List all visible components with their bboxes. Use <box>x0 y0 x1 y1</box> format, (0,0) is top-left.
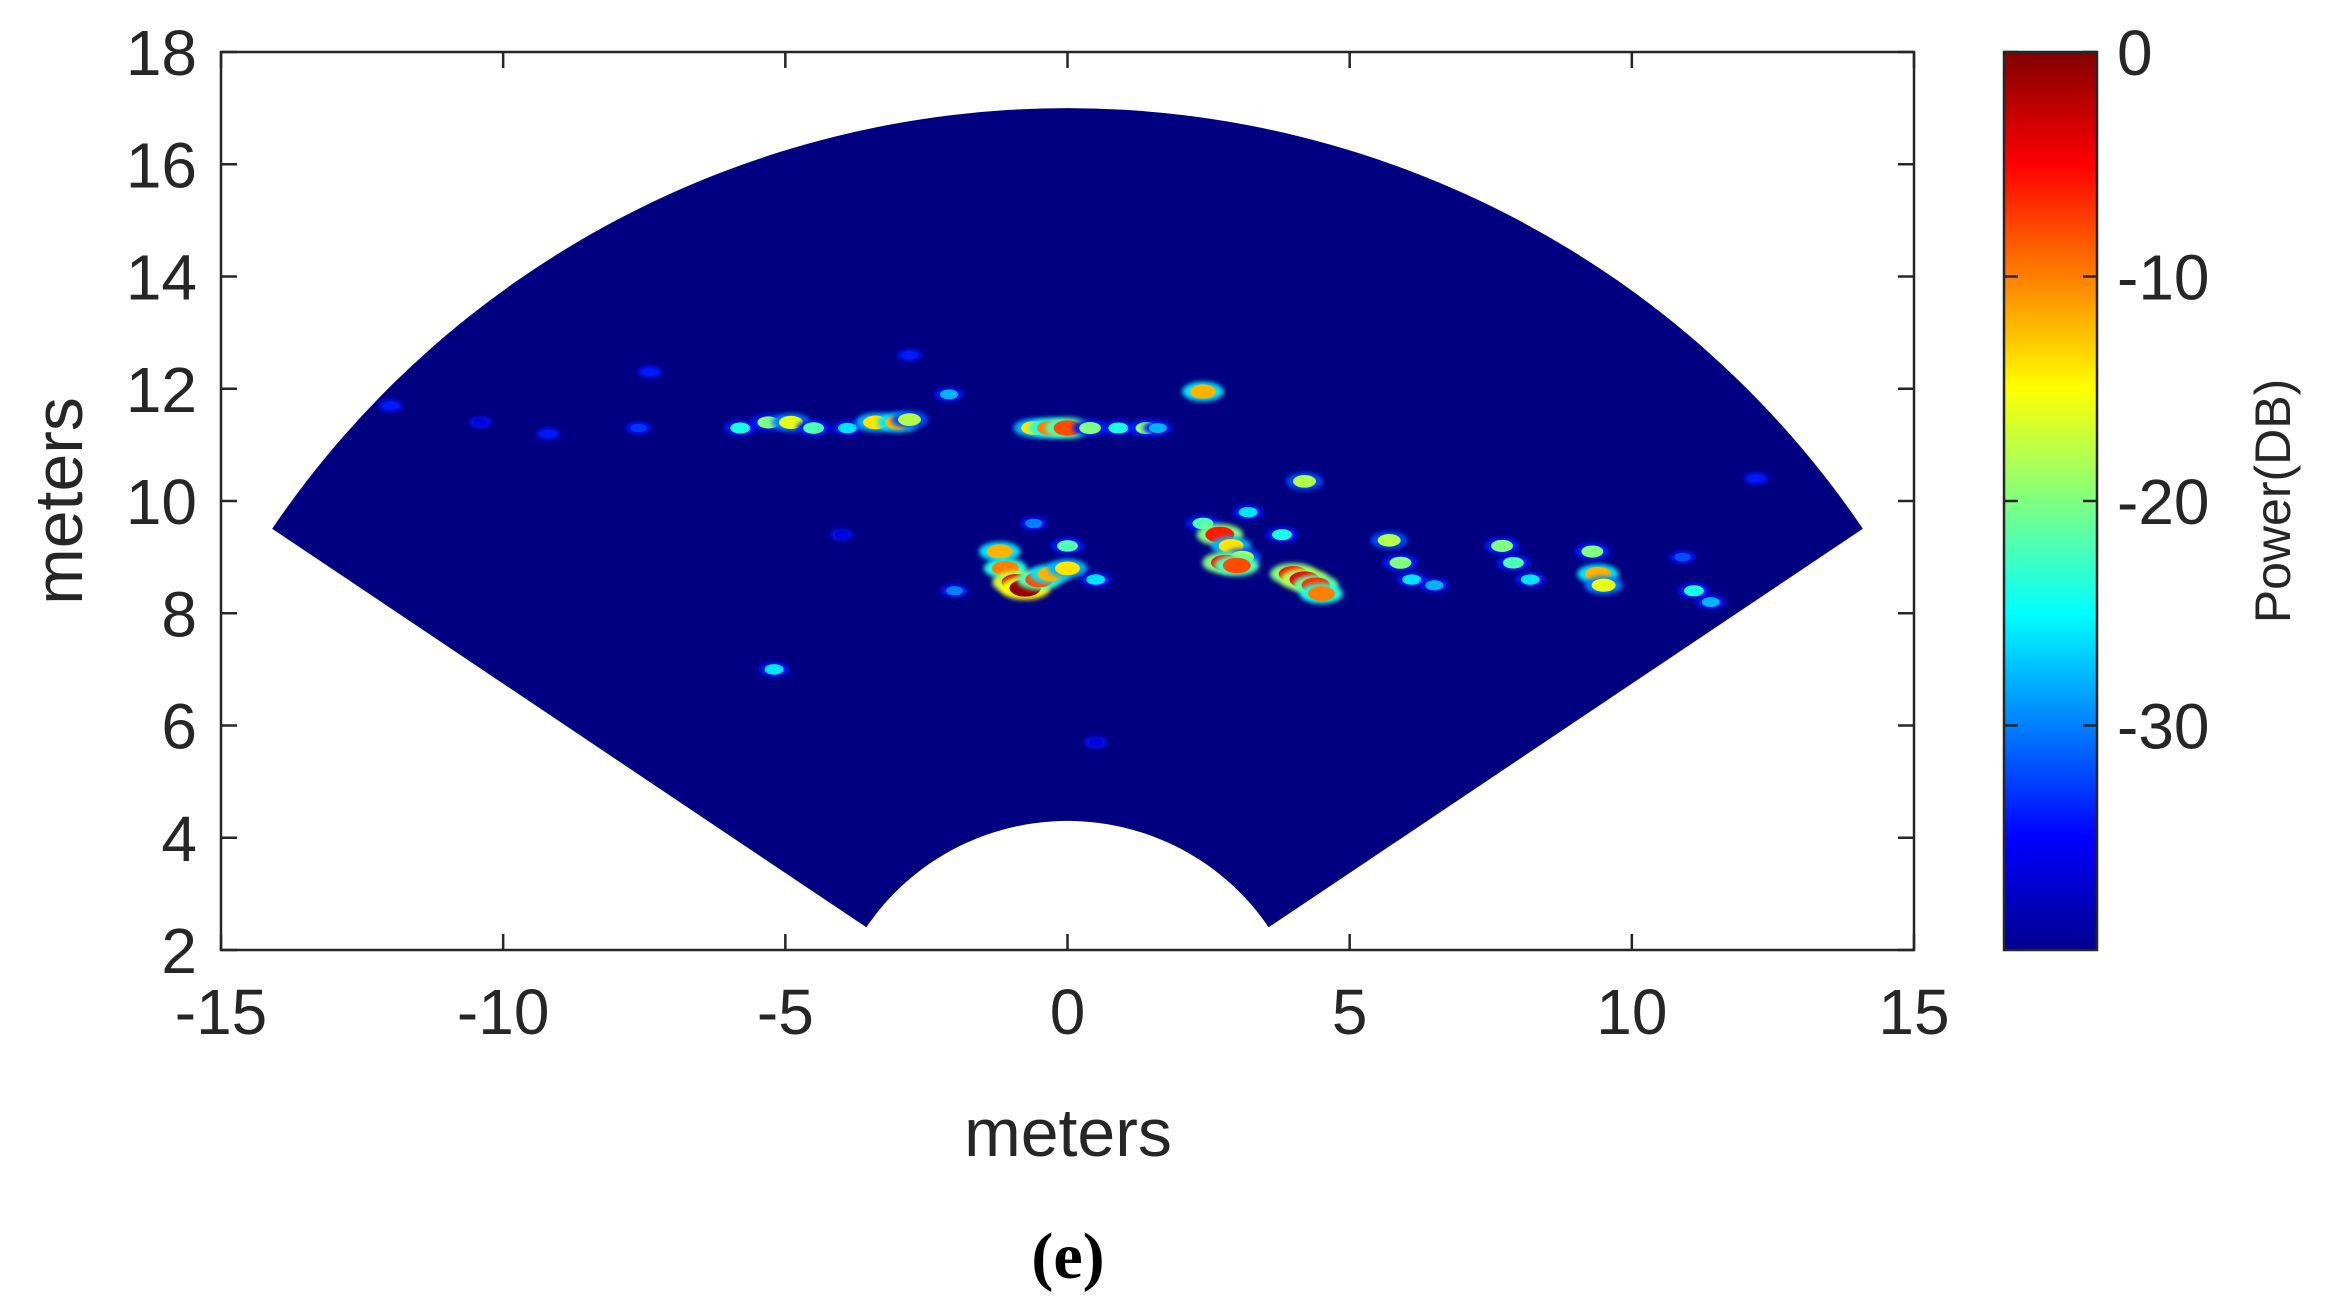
y-tick-label: 2 <box>161 915 197 987</box>
hotspot <box>1238 506 1258 518</box>
x-tick-label: 15 <box>1878 976 1949 1048</box>
y-tick-label: 16 <box>126 129 197 201</box>
x-tick-label: -10 <box>457 976 550 1048</box>
hotspot <box>1674 552 1691 562</box>
hotspot <box>946 586 964 596</box>
hotspot <box>730 422 751 434</box>
hotspot <box>1025 518 1043 529</box>
hotspot <box>473 418 488 427</box>
hotspot <box>1086 574 1106 585</box>
hotspot <box>1591 578 1616 592</box>
hotspot <box>834 530 849 539</box>
hotspot <box>1148 423 1167 433</box>
hotspot <box>1057 540 1078 552</box>
hotspot <box>764 664 784 675</box>
colorbar-label: Power(DB) <box>2245 379 2301 623</box>
hotspot <box>1271 529 1292 541</box>
figure-caption: (e) <box>1031 1220 1104 1293</box>
hotspot <box>1088 738 1103 747</box>
plot-area <box>219 50 1916 952</box>
hotspot-layer <box>378 349 1768 748</box>
hotspot <box>837 422 857 434</box>
x-tick-label: 0 <box>1050 976 1086 1048</box>
x-tick-label: 10 <box>1596 976 1667 1048</box>
colorbar: 0 -10 -20 -30 <box>2002 17 2210 952</box>
hotspot <box>1425 580 1444 591</box>
hotspot <box>1701 597 1720 607</box>
hotspot <box>1491 539 1514 552</box>
colorbar-tick-label: -20 <box>2117 466 2210 538</box>
hotspot <box>1055 561 1080 576</box>
hotspot <box>1222 557 1251 574</box>
hotspot <box>1683 585 1704 597</box>
colorbar-tick-label: -10 <box>2117 242 2210 314</box>
y-axis: 2 4 6 8 10 12 14 16 18 <box>126 17 1914 987</box>
hotspot <box>1389 556 1412 569</box>
hotspot <box>642 367 658 377</box>
hotspot <box>1108 422 1129 434</box>
colorbar-gradient <box>2002 50 2099 952</box>
y-tick-label: 12 <box>126 354 197 426</box>
x-axis-label: meters <box>964 1095 1172 1171</box>
x-tick-label: -15 <box>175 976 268 1048</box>
hotspot <box>1307 586 1335 602</box>
y-tick-label: 8 <box>161 578 197 650</box>
hotspot <box>1189 384 1216 399</box>
x-tick-label: 5 <box>1332 976 1368 1048</box>
hotspot <box>1502 556 1524 569</box>
hotspot <box>1079 421 1102 435</box>
hotspot <box>540 429 556 438</box>
y-tick-label: 10 <box>126 466 197 538</box>
hotspot <box>1377 533 1401 547</box>
hotspot <box>1402 574 1422 585</box>
hotspot <box>1293 475 1317 488</box>
y-tick-label: 6 <box>161 691 197 763</box>
y-axis-label: meters <box>21 397 97 605</box>
hotspot <box>803 422 825 434</box>
hotspot <box>986 544 1013 559</box>
hotspot <box>1053 420 1082 436</box>
colorbar-tick-label: -30 <box>2117 691 2210 763</box>
y-tick-label: 4 <box>161 803 197 875</box>
colorbar-tick-label: 0 <box>2117 17 2153 89</box>
hotspot <box>382 401 398 410</box>
hotspot <box>939 389 958 400</box>
hotspot <box>897 413 921 426</box>
hotspot <box>630 423 647 433</box>
sector-background <box>272 108 1863 928</box>
hotspot <box>901 350 917 360</box>
x-tick-label: -5 <box>757 976 814 1048</box>
x-axis: -15 -10 -5 0 5 10 15 <box>175 52 1950 1048</box>
hotspot <box>1581 545 1604 558</box>
hotspot <box>778 415 803 430</box>
hotspot <box>1748 474 1764 483</box>
hotspot <box>1520 574 1540 585</box>
y-tick-label: 14 <box>126 242 197 314</box>
y-tick-label: 18 <box>126 17 197 89</box>
